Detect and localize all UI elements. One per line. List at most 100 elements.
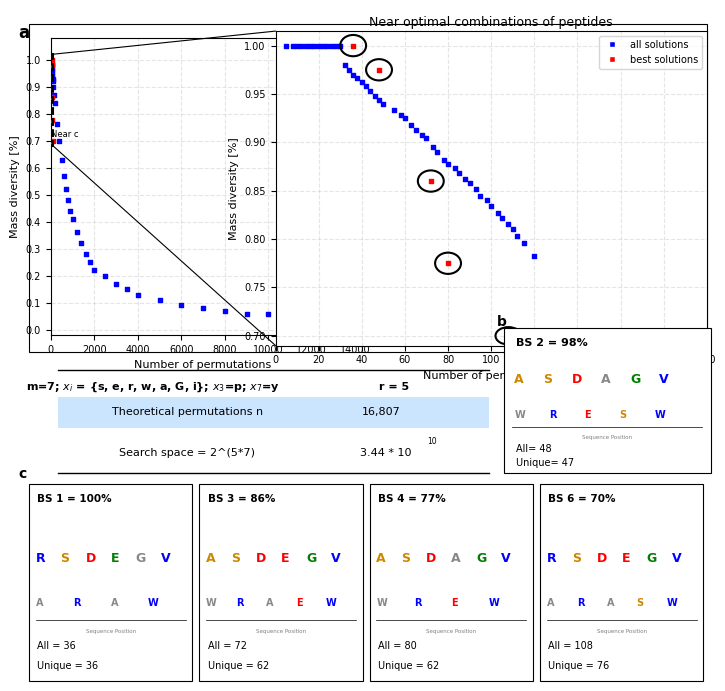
Y-axis label: Mass diversity [%]: Mass diversity [%] [10,135,20,238]
Point [197,303,209,314]
Point [99,270,111,281]
Point [154,294,165,305]
Point [410,124,421,135]
Point [481,195,493,206]
Legend: all solutions, best solutions: all solutions, best solutions [599,36,702,68]
Point [360,81,372,92]
Text: Sequence Position: Sequence Position [256,630,306,634]
Point [46,70,58,82]
Point [121,284,133,295]
Text: S: S [637,598,644,608]
Text: E: E [296,598,302,608]
Text: G: G [476,553,486,565]
Point [45,54,57,65]
Point [369,91,381,102]
Point [471,183,482,194]
Point [427,142,439,153]
Point [46,54,57,65]
Text: S: S [402,553,410,565]
Point [460,173,471,184]
Point [496,212,507,223]
Text: R: R [550,410,557,420]
Text: R: R [576,598,584,608]
Point [486,200,497,211]
Point [464,178,476,189]
Point [45,54,57,65]
Point [75,238,87,249]
Text: V: V [501,553,511,565]
Point [529,250,540,261]
Point [46,54,57,65]
Point [65,205,76,216]
Point [317,40,328,51]
Point [442,158,454,169]
Text: Sequence Position: Sequence Position [426,630,476,634]
Text: All = 80: All = 80 [378,641,417,651]
Bar [51,54,53,146]
Text: G: G [136,553,146,565]
Text: Sequence Position: Sequence Position [86,630,136,634]
Text: R: R [547,553,556,565]
Point [56,154,67,165]
Point [287,40,299,51]
Point [60,184,72,195]
Point [328,314,339,325]
Point [343,64,355,75]
Point [132,289,144,300]
Text: Unique = 76: Unique = 76 [548,661,610,671]
Text: S: S [620,410,626,420]
Text: Unique = 62: Unique = 62 [378,661,439,671]
Point [373,94,385,105]
Point [48,81,59,92]
X-axis label: Number of permutations: Number of permutations [423,371,560,381]
Point [46,59,57,70]
Title: Near optimal combinations of peptides: Near optimal combinations of peptides [369,15,613,28]
Point [67,214,78,225]
Point [54,135,65,146]
Point [475,190,486,201]
Point [241,308,252,319]
Text: BS 1 = 100%: BS 1 = 100% [37,493,112,504]
Point [453,168,465,179]
Point [356,77,368,88]
Text: Search space = 2^(5*7): Search space = 2^(5*7) [120,448,255,457]
Text: R: R [236,598,244,608]
Point [431,146,443,158]
Point [405,120,417,131]
Point [511,231,523,242]
Point [330,40,341,51]
Text: A: A [206,553,215,565]
Text: Unique = 62: Unique = 62 [207,661,269,671]
Text: All= 48: All= 48 [516,444,552,453]
Text: G: G [306,553,316,565]
Point [389,105,400,116]
Point [58,170,70,181]
Point [46,54,57,65]
Text: All = 72: All = 72 [207,641,247,651]
Text: A: A [514,373,524,386]
FancyBboxPatch shape [58,397,489,428]
Text: c: c [18,467,26,481]
Text: Sequence Position: Sequence Position [597,630,647,634]
Text: E: E [621,553,630,565]
Point [300,40,312,51]
Text: S: S [571,553,581,565]
Point [48,89,60,100]
Point [45,54,57,65]
Point [399,113,410,124]
Point [438,154,450,165]
Text: W: W [376,598,387,608]
Text: W: W [514,410,525,420]
Point [175,300,187,311]
Point [46,92,58,103]
Point [219,305,231,316]
Text: All = 108: All = 108 [548,641,593,651]
Text: a: a [18,24,29,42]
Point [46,62,58,73]
Point [284,311,296,322]
Point [62,195,74,206]
Point [291,40,303,51]
Point [46,68,58,79]
Point [507,224,518,235]
Point [46,115,58,126]
